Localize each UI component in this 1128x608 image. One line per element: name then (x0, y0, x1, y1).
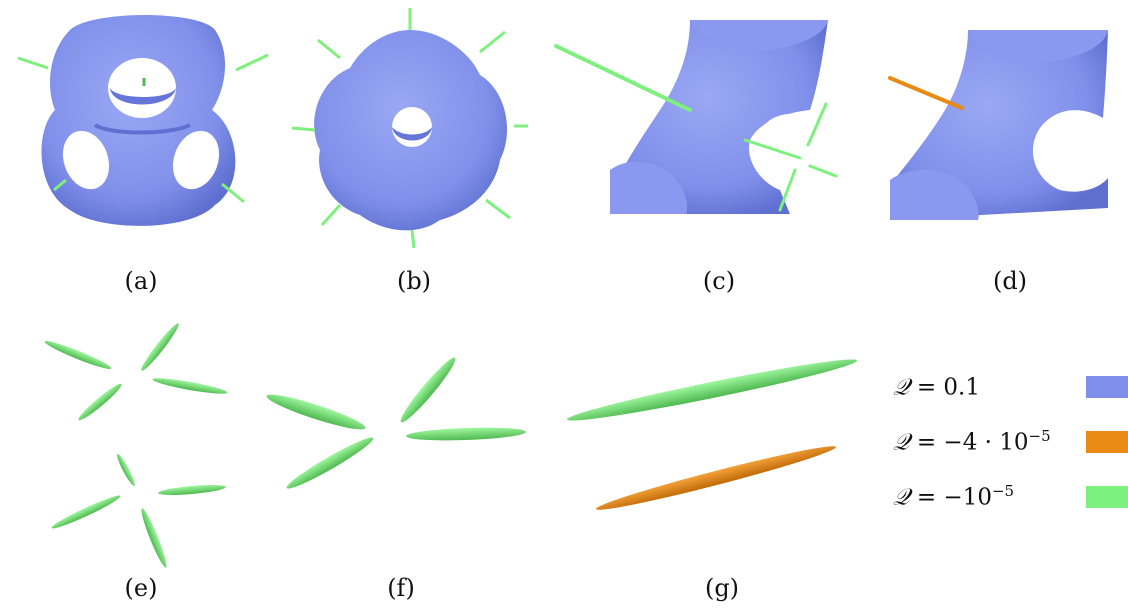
legend-label: 𝒬 = 0.1 (893, 374, 980, 401)
panel-b-isosurface (291, 8, 528, 249)
legend-row-surface: 𝒬 = 0.1 (893, 372, 1128, 408)
legend-label: 𝒬 = −4 · 10−5 (893, 427, 1051, 456)
panel-g-vortices (566, 359, 858, 510)
panel-f-vortices (266, 357, 526, 489)
legend-swatch (1086, 376, 1128, 398)
legend-swatch (1086, 431, 1128, 453)
legend-row-green: 𝒬 = −10−5 (893, 482, 1128, 518)
caption-g: (g) (704, 574, 740, 602)
panel-a-isosurface (17, 15, 269, 226)
panel-e-vortices (44, 323, 228, 568)
panel-c-isosurface (554, 20, 838, 214)
caption-c: (c) (702, 267, 736, 295)
caption-b: (b) (396, 267, 432, 295)
caption-d: (d) (992, 267, 1028, 295)
legend-row-orange: 𝒬 = −4 · 10−5 (893, 427, 1128, 463)
legend-swatch (1086, 486, 1128, 508)
caption-a: (a) (124, 267, 158, 295)
caption-f: (f) (387, 574, 415, 602)
panel-d-isosurface (888, 30, 1115, 220)
caption-e: (e) (124, 574, 158, 602)
legend-label: 𝒬 = −10−5 (893, 482, 1015, 511)
